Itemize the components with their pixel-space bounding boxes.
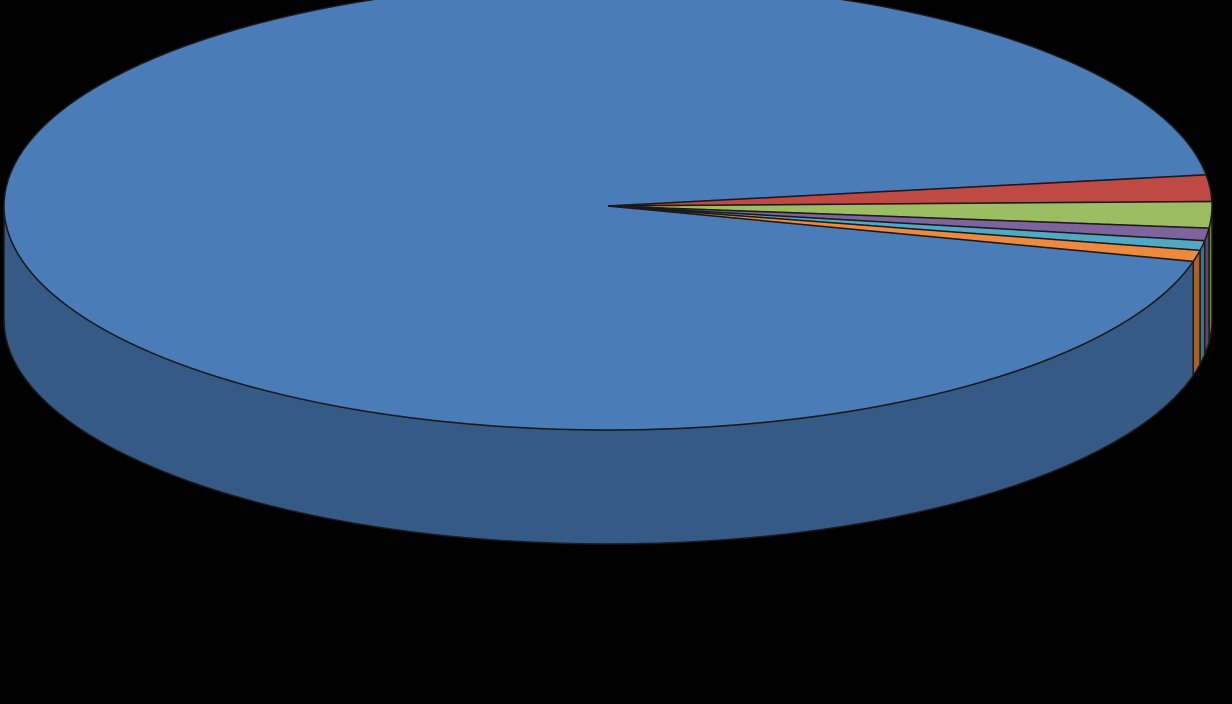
pie-chart-3d (0, 0, 1232, 704)
pie-side-slice-6 (1193, 250, 1200, 375)
